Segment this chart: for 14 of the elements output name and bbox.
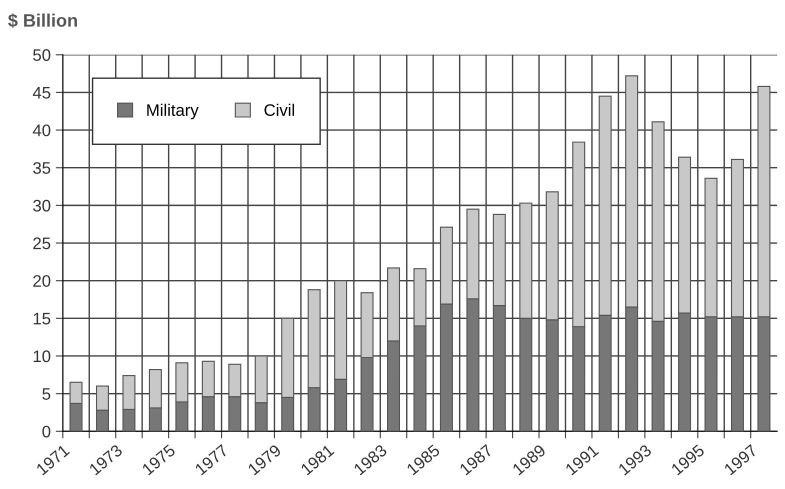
legend-label: Military [147, 104, 199, 120]
y-tick-label: 50 [33, 49, 50, 61]
legend-label: Civil [264, 104, 294, 116]
y-tick-label: 5 [42, 388, 50, 400]
y-tick-label: 10 [34, 350, 50, 362]
y-tick-label: 40 [32, 124, 50, 136]
y-tick-label: 20 [33, 275, 50, 287]
y-tick-label: 35 [33, 162, 50, 174]
y-tick-label: 15 [34, 312, 50, 325]
y-tick-label: 45 [32, 86, 50, 99]
y-tick-label: 30 [33, 200, 50, 212]
y-tick-label: 0 [42, 426, 50, 438]
chart-title: $ Billion [8, 13, 77, 28]
y-tick-label: 25 [33, 237, 50, 250]
